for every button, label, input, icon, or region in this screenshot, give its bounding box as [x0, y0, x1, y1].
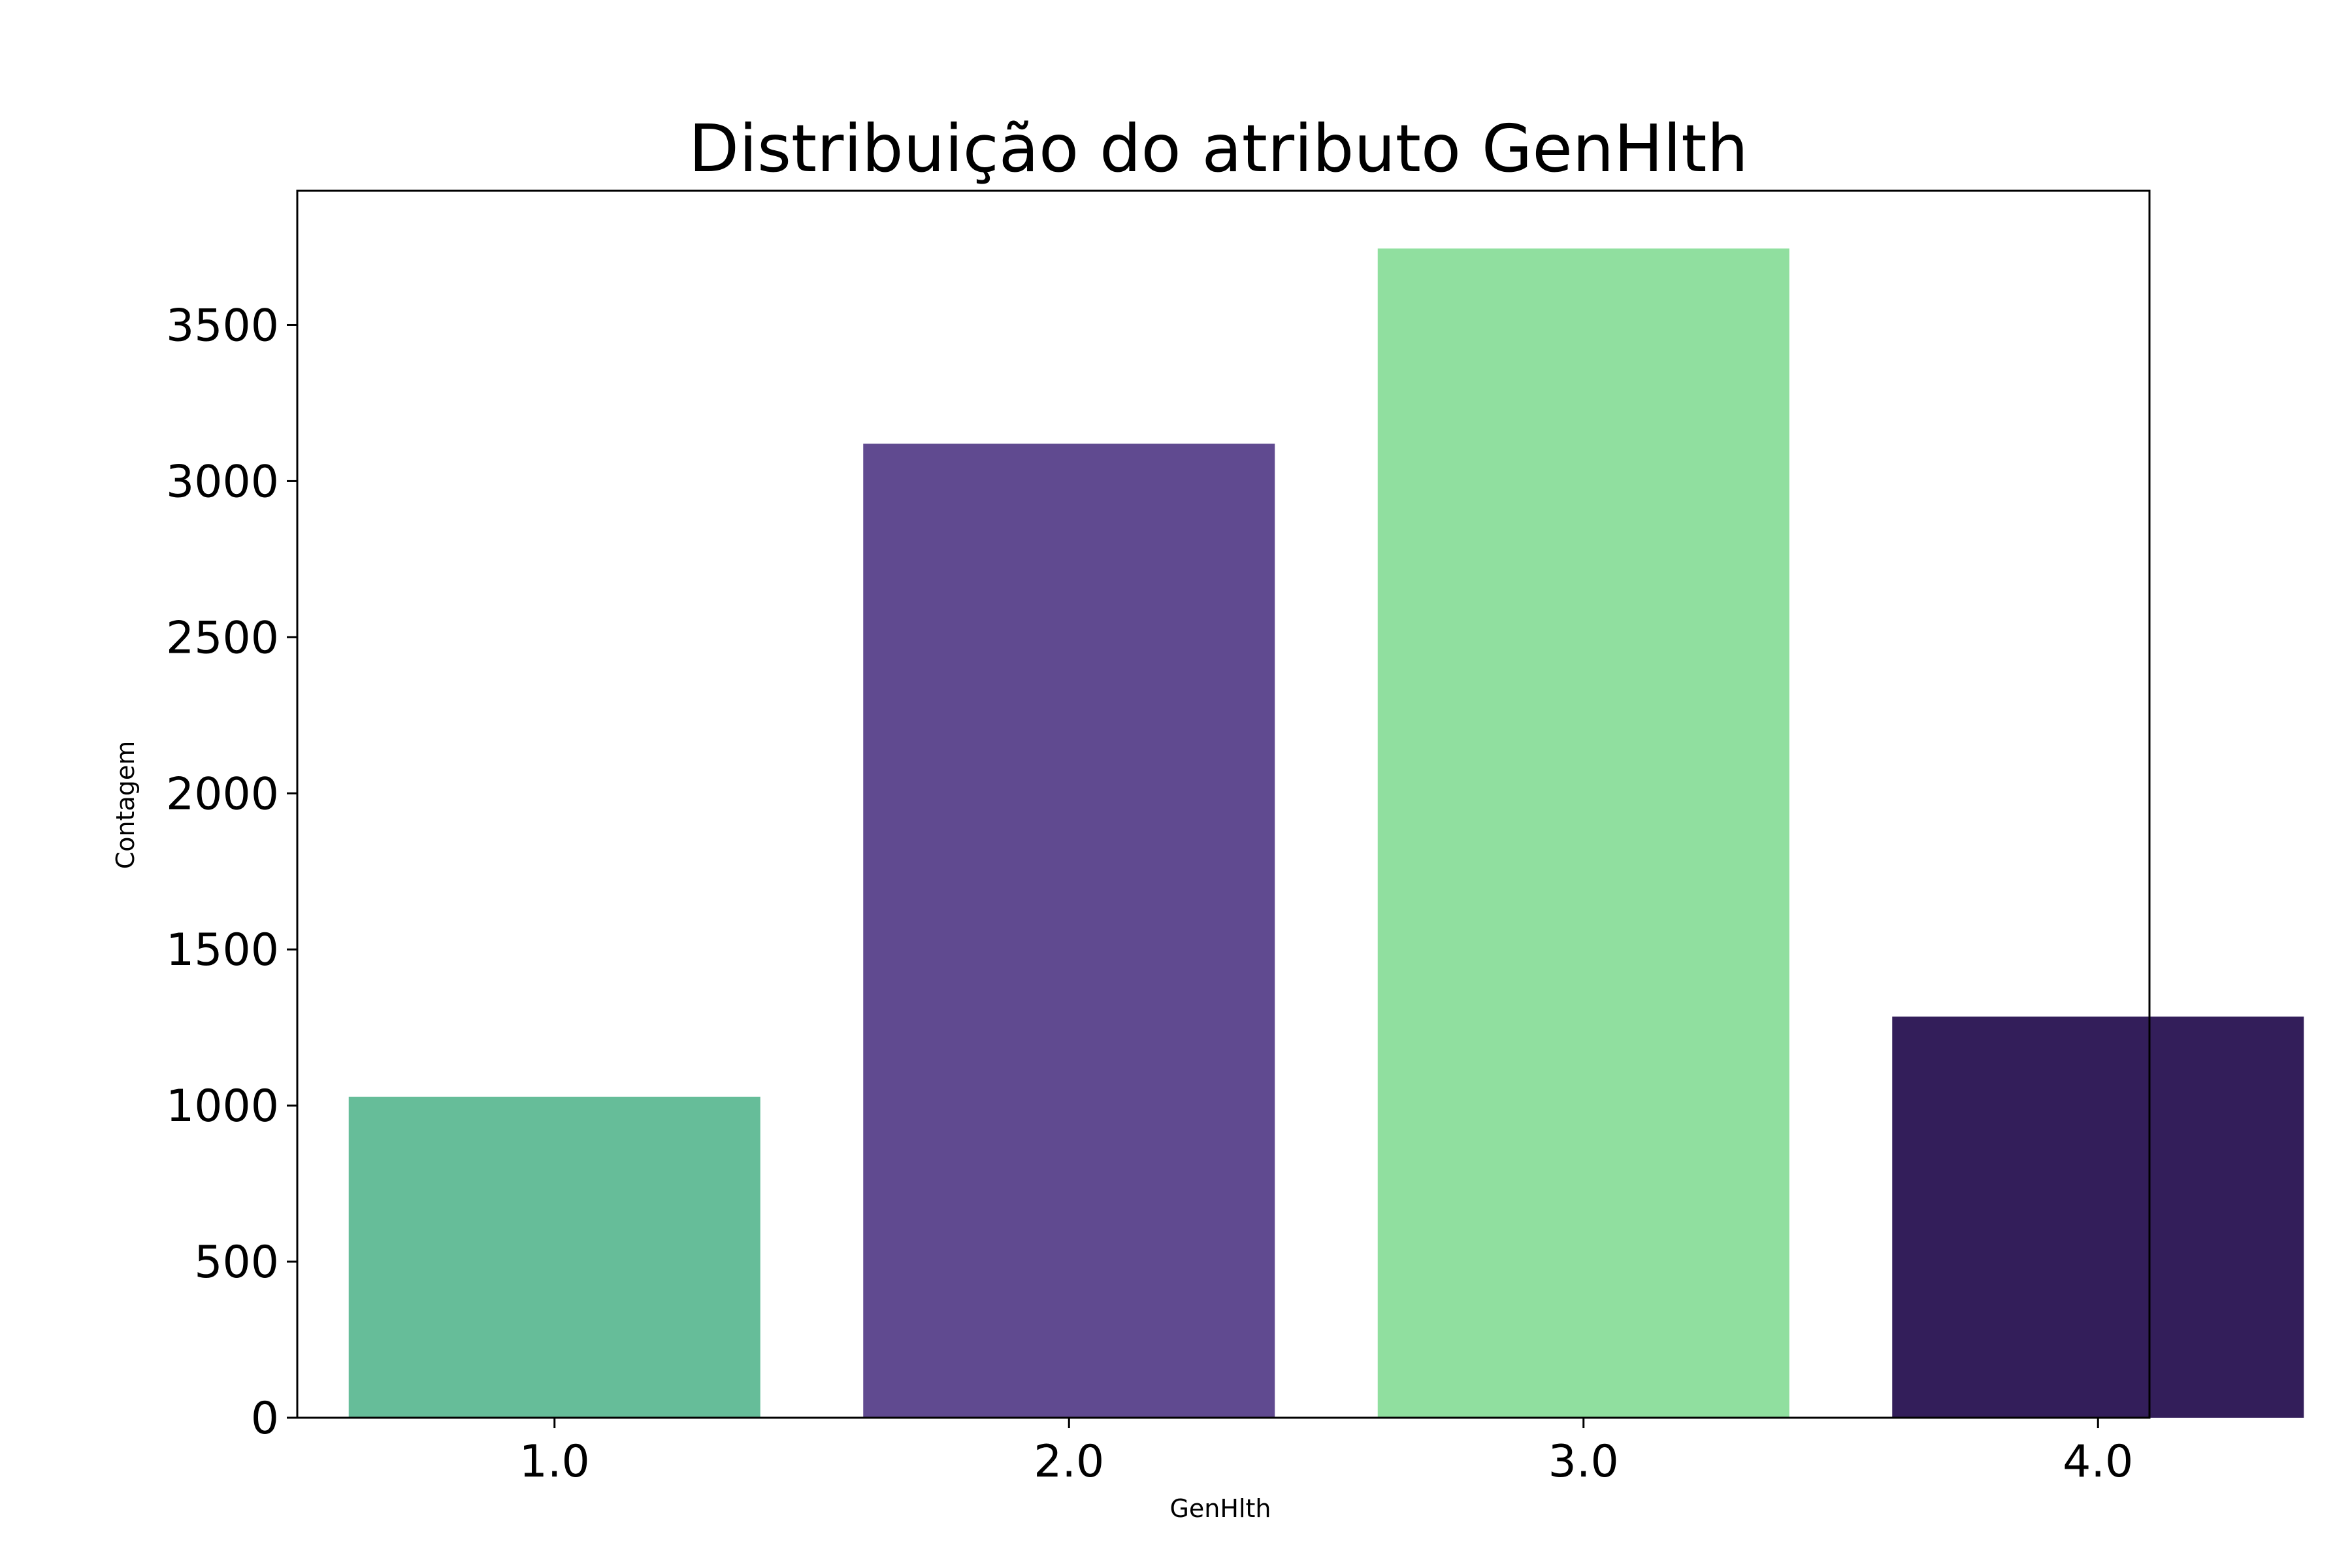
x-tick-label: 4.0 — [2063, 1436, 2133, 1488]
y-tick-label: 3000 — [166, 456, 279, 508]
bar-4.0 — [1892, 1016, 2304, 1418]
y-tick-label: 0 — [251, 1393, 279, 1445]
bar-1.0 — [348, 1096, 760, 1418]
y-tick-label: 3500 — [166, 300, 279, 351]
x-tick-label: 2.0 — [1034, 1436, 1104, 1488]
y-tick-label: 2000 — [166, 768, 279, 820]
y-tick-label: 1500 — [166, 924, 279, 976]
x-tick-label: 3.0 — [1548, 1436, 1619, 1488]
plot-frame — [296, 189, 2151, 1419]
y-tick-label: 500 — [194, 1237, 279, 1288]
y-tick-label: 2500 — [166, 612, 279, 664]
y-tick-label: 1000 — [166, 1081, 279, 1132]
x-tick-label: 1.0 — [519, 1436, 590, 1488]
y-axis: 0 500 1000 1500 2000 2500 3000 3500 — [166, 300, 297, 1445]
bar-2.0 — [863, 444, 1275, 1418]
y-axis-label: Contagem — [111, 741, 140, 870]
x-axis-label: GenHlth — [1169, 1494, 1271, 1523]
chart-title: Distribuição do atributo GenHlth — [689, 110, 1748, 187]
bar-3.0 — [1377, 248, 1789, 1418]
bars-group — [348, 248, 2304, 1418]
x-axis: 1.0 2.0 3.0 4.0 — [519, 1418, 2133, 1488]
